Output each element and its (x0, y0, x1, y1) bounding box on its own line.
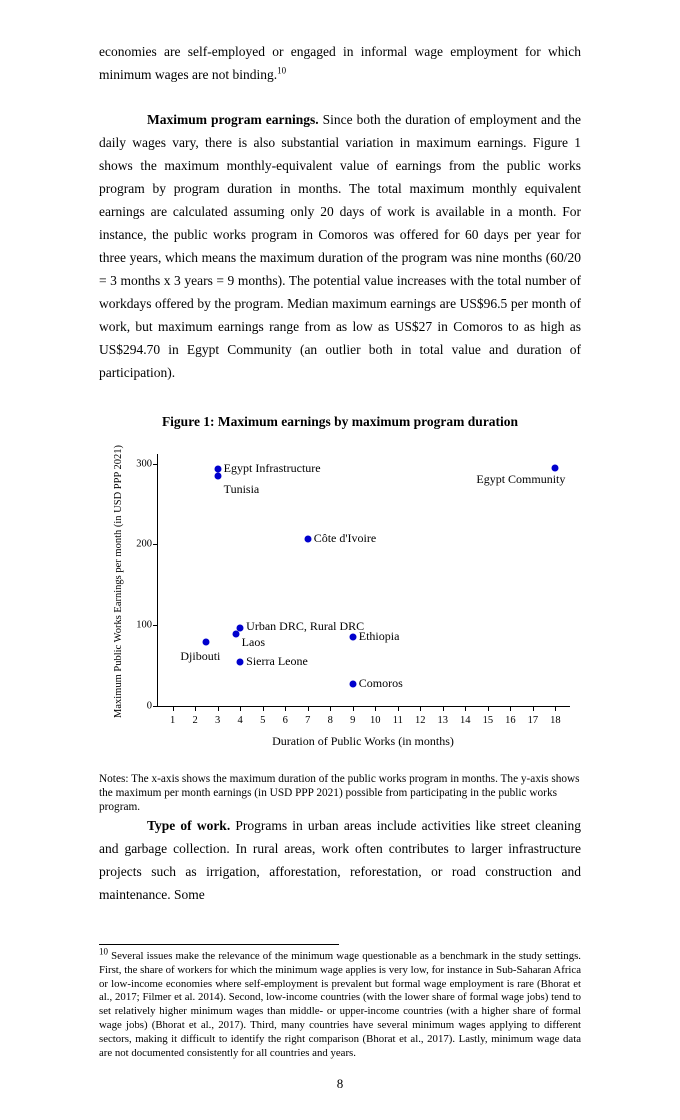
data-point-label-sierra-leone: Sierra Leone (246, 653, 308, 668)
x-tick-label: 8 (327, 715, 333, 726)
data-point-egypt-infrastructure (214, 465, 222, 473)
x-tick (217, 707, 219, 711)
footnote: 10 Several issues make the relevance of … (99, 947, 581, 1060)
data-point-egypt-community (551, 464, 559, 472)
data-point-label-tunisia: Tunisia (223, 481, 260, 496)
x-tick-label: 14 (460, 715, 471, 726)
x-tick-label: 16 (505, 715, 516, 726)
y-tick (153, 706, 157, 707)
paragraph-body-max-earnings: Since both the duration of employment an… (99, 112, 581, 380)
data-point-tunisia (214, 472, 222, 480)
x-axis-label: Duration of Public Works (in months) (272, 734, 454, 748)
x-tick-label: 12 (415, 715, 426, 726)
x-tick-label: 18 (550, 715, 561, 726)
plot-area: 1 2 3 4 5 6 7 8 9 10 11 12 13 14 15 16 17 18 0 100 200 300 Egy… (136, 454, 570, 726)
x-tick-label: 11 (392, 715, 403, 726)
data-point-laos (232, 630, 240, 638)
y-tick (153, 625, 157, 627)
x-tick-label: 5 (260, 715, 266, 726)
y-tick (153, 544, 157, 546)
data-point-urban-drc-rural-drc (236, 624, 244, 632)
data-point-sierra-leone (236, 658, 244, 666)
scatter-chart: Maximum Public Works Earnings per month … (99, 444, 581, 758)
x-tick (307, 707, 309, 711)
data-point-label-djibouti: Djibouti (180, 649, 221, 664)
figure-title: Figure 1: Maximum earnings by maximum pr… (161, 414, 519, 429)
y-tick-label: 100 (136, 619, 152, 631)
footnote-reference: 10 (277, 65, 287, 76)
x-tick (375, 707, 377, 711)
x-tick-label: 3 (215, 715, 221, 726)
x-tick-label: 15 (482, 715, 494, 726)
paragraph-intro-text: economies are self-employed or engaged i… (99, 44, 581, 82)
x-tick (442, 707, 444, 711)
footnote-divider (99, 944, 339, 945)
figure-notes: Notes: The x-axis shows the maximum dura… (99, 773, 580, 813)
paragraph-max-earnings: Maximum program earnings. Since both the… (99, 108, 581, 384)
data-point-comoros (349, 680, 357, 688)
x-tick-label: 10 (370, 715, 381, 726)
x-tick (555, 707, 557, 711)
y-tick-label: 0 (146, 700, 152, 712)
x-tick-label: 7 (305, 715, 311, 726)
x-tick (195, 707, 197, 711)
x-tick-label: 2 (192, 715, 198, 726)
x-tick-label: 9 (350, 715, 356, 726)
paragraph-body-type-of-work: Programs in urban areas include activiti… (99, 818, 582, 902)
paragraph-lead-type-of-work: Type of work. (147, 818, 231, 833)
y-tick (153, 463, 157, 465)
x-tick (330, 707, 332, 711)
data-point-label-comoros: Comoros (358, 676, 403, 691)
x-tick (532, 707, 534, 711)
footnote-marker: 10 (99, 946, 108, 957)
data-point-label-egypt-community: Egypt Community (476, 471, 566, 486)
x-tick (240, 707, 242, 711)
x-tick (172, 707, 174, 711)
x-tick-label: 1 (170, 715, 176, 726)
data-point-label-urban-drc-rural-drc: Urban DRC, Rural DRC (246, 618, 365, 633)
paragraph-intro: economies are self-employed or engaged i… (99, 40, 581, 86)
data-point-label-laos: Laos (241, 635, 265, 650)
x-tick (465, 707, 467, 711)
x-tick (352, 707, 354, 711)
x-tick (420, 707, 422, 711)
y-tick-label: 300 (136, 458, 152, 470)
data-point-djibouti (202, 638, 210, 646)
x-tick-label: 17 (527, 715, 539, 726)
x-tick (285, 707, 287, 711)
paragraph-lead-max-earnings: Maximum program earnings. (147, 112, 319, 127)
y-tick-label: 200 (136, 538, 152, 550)
footnote-text: Several issues make the relevance of the… (99, 950, 581, 1059)
x-tick (262, 707, 264, 711)
x-tick (487, 707, 489, 711)
data-point-label-c-te-d-ivoire: Côte d'Ivoire (313, 530, 377, 545)
x-tick-label: 13 (437, 715, 449, 726)
data-point-ethiopia (349, 633, 357, 641)
y-axis-label: Maximum Public Works Earnings per month … (113, 444, 124, 718)
page-number: 8 (336, 1076, 344, 1092)
data-point-label-ethiopia: Ethiopia (358, 629, 400, 644)
data-point-c-te-d-ivoire (304, 535, 312, 543)
x-tick (397, 707, 399, 711)
data-point-label-egypt-infrastructure: Egypt Infrastructure (223, 461, 321, 476)
paragraph-type-of-work: Type of work. Programs in urban areas in… (99, 814, 581, 906)
x-tick-label: 4 (237, 715, 243, 726)
x-tick (510, 707, 512, 711)
x-tick-label: 6 (282, 715, 288, 726)
